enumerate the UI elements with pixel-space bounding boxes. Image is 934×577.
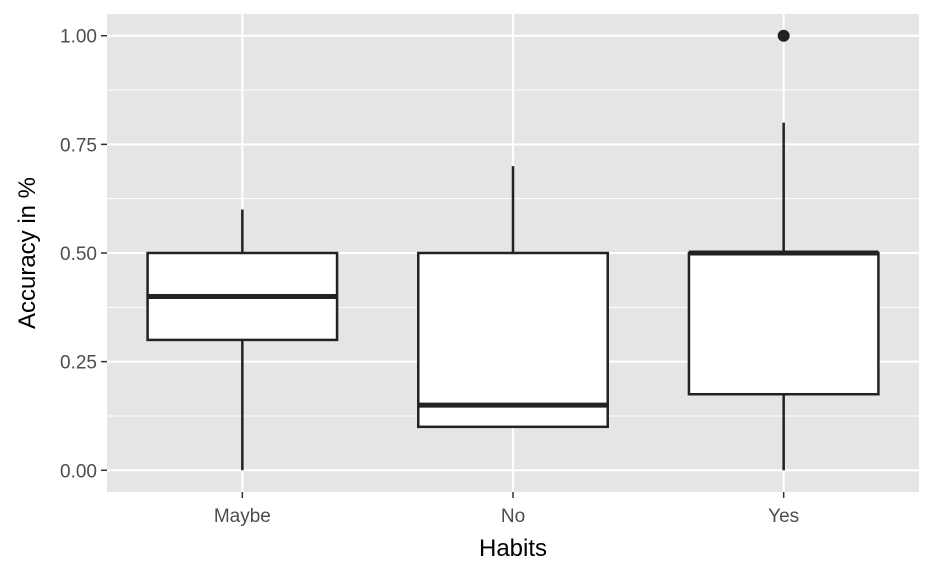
box-group-no <box>417 166 609 429</box>
x-tick-label: Yes <box>768 506 799 527</box>
x-tick-label: No <box>501 506 525 527</box>
x-axis-title: Habits <box>479 535 547 562</box>
y-tick-label: 1.00 <box>60 27 97 48</box>
y-axis-title: Accuracy in % <box>14 177 41 329</box>
y-tick-label: 0.75 <box>60 135 97 156</box>
x-axis: Maybe No Yes <box>214 492 799 527</box>
y-tick-label: 0.50 <box>60 244 97 265</box>
y-tick-label: 0.00 <box>60 461 97 482</box>
boxes-layer <box>146 29 880 471</box>
iqr-box <box>417 251 609 429</box>
x-tick-label: Maybe <box>214 506 271 527</box>
y-tick-label: 0.25 <box>60 353 97 374</box>
iqr-box <box>687 251 880 396</box>
y-axis: 0.00 0.25 0.50 0.75 1.00 <box>60 27 107 482</box>
box-group-maybe <box>146 209 339 471</box>
box-group-yes <box>687 29 880 471</box>
outlier-point <box>777 29 790 42</box>
